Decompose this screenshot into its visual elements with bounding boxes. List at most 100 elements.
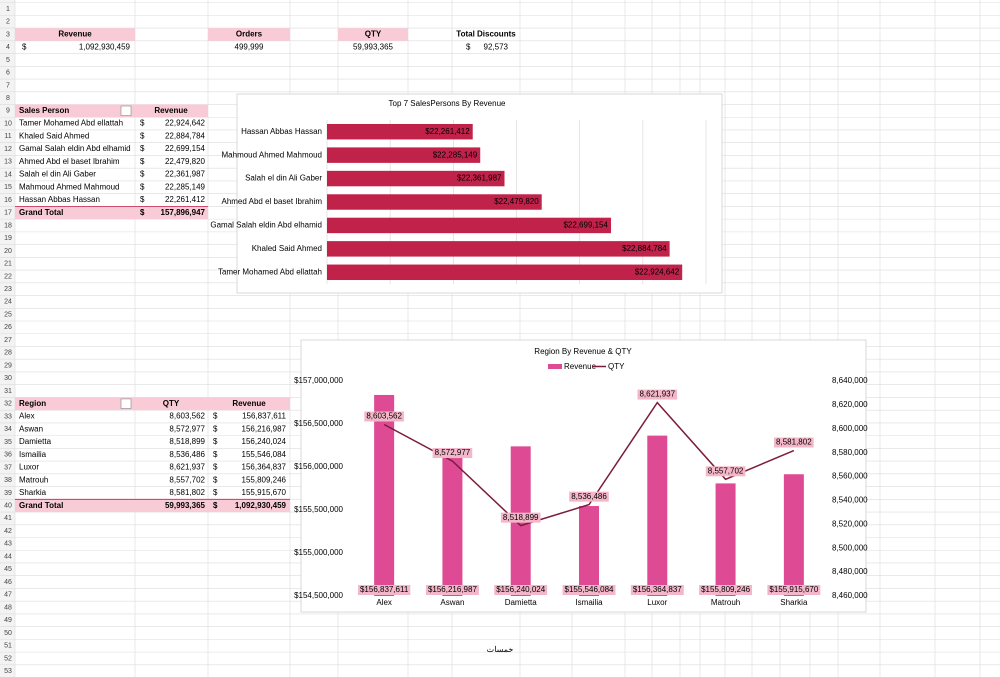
row-number: 32: [4, 401, 12, 408]
kpi-value: 499,999: [235, 42, 264, 51]
row-number: 34: [4, 426, 12, 433]
data-label-box: [637, 389, 678, 400]
chart-title: Region By Revenue & QTY: [534, 347, 632, 356]
row-number: 52: [4, 655, 12, 662]
y2-tick-label: 8,600,000: [832, 424, 868, 433]
filter-button: [120, 105, 132, 116]
row-number: 30: [4, 375, 12, 382]
row-number: 45: [4, 566, 12, 573]
y2-tick-label: 8,560,000: [832, 472, 868, 481]
data-label: 8,572,977: [435, 448, 471, 457]
row-number: 50: [4, 630, 12, 637]
row-number: 46: [4, 579, 12, 586]
table-cell: 156,364,837: [242, 463, 287, 472]
table-cell: 8,557,702: [169, 475, 205, 484]
row-number: 28: [4, 350, 12, 357]
table-cell: 22,884,784: [165, 131, 206, 140]
x-tick-label: Aswan: [440, 598, 464, 607]
row-number: 10: [4, 120, 12, 127]
bar: [647, 435, 668, 596]
table-cell: 156,837,611: [242, 412, 286, 421]
table-cell: 8,603,562: [169, 412, 205, 421]
table-cell: Tamer Mohamed Abd ellattah: [19, 119, 123, 128]
row-number: 11: [4, 133, 11, 140]
row-number: 19: [4, 235, 12, 242]
x-tick-label: Damietta: [505, 598, 538, 607]
y-tick-label: Khaled Said Ahmed: [252, 244, 322, 253]
bar: [327, 147, 481, 163]
bar: [327, 217, 611, 234]
row-number: 49: [4, 617, 12, 624]
kpi-value: 92,573: [484, 42, 509, 51]
kpi-label: QTY: [365, 30, 382, 39]
data-label-box: [705, 466, 746, 477]
table-header-fill: [15, 104, 208, 118]
table-cell: 155,546,084: [242, 450, 287, 459]
table-cell: 155,915,670: [242, 488, 287, 497]
row-number: 42: [4, 528, 12, 535]
table-cell: Matrouh: [19, 475, 48, 484]
y-tick-label: Gamal Salah eldin Abd elhamid: [210, 221, 322, 230]
row-number: 13: [4, 159, 12, 166]
data-label: $155,809,246: [701, 585, 750, 594]
row-number: 6: [6, 70, 10, 77]
row-number: 47: [4, 592, 12, 599]
data-label-box: [569, 491, 609, 502]
data-label: 8,557,702: [708, 466, 744, 475]
bar: [327, 241, 670, 257]
row-number: 22: [4, 273, 12, 280]
table-cell: 155,809,246: [242, 475, 287, 484]
table-cell: $: [140, 157, 145, 166]
row-number: 40: [4, 503, 12, 510]
row-number: 27: [4, 337, 12, 344]
row-number: 9: [6, 108, 10, 115]
row-number: 23: [4, 286, 12, 293]
y-tick-label: $155,000,000: [294, 548, 343, 557]
table-cell: $: [140, 131, 145, 140]
row-number: 35: [4, 439, 12, 446]
kpi-header-fill: [338, 28, 408, 41]
data-label: 8,581,802: [776, 438, 812, 447]
table-cell: 22,699,154: [165, 144, 206, 153]
table-total-fill: [15, 206, 208, 220]
y2-tick-label: 8,640,000: [832, 376, 868, 385]
table-total: 1,092,930,459: [235, 501, 287, 510]
row-number: 17: [4, 210, 12, 217]
table-cell: Hassan Abbas Hassan: [19, 195, 100, 204]
row-number: 3: [6, 31, 10, 38]
data-label-box: [364, 411, 404, 422]
row-number: 26: [4, 324, 12, 331]
table-cell: 22,361,987: [165, 170, 206, 179]
table-header: QTY: [163, 399, 180, 408]
table-cell: Damietta: [19, 437, 52, 446]
table-cell: 156,240,024: [242, 437, 287, 446]
filter-button: [120, 398, 132, 409]
bar: [579, 506, 599, 596]
data-label: $22,361,987: [457, 174, 502, 183]
row-number: 8: [6, 95, 10, 102]
row-number: 36: [4, 452, 12, 459]
row-number: 5: [6, 57, 10, 64]
table-header: Revenue: [154, 106, 188, 115]
row-number: 39: [4, 490, 12, 497]
table-cell: Aswan: [19, 424, 43, 433]
table-total: 157,896,947: [161, 208, 206, 217]
table-cell: $: [213, 437, 218, 446]
table-cell: Ahmed Abd el baset Ibrahim: [19, 157, 120, 166]
data-label-box: [562, 585, 616, 595]
bar: [442, 448, 463, 596]
bar: [327, 123, 473, 140]
x-tick-label: Ismailia: [575, 598, 603, 607]
row-number: 14: [4, 171, 12, 178]
y2-tick-label: 8,500,000: [832, 543, 868, 552]
data-label-box: [494, 585, 548, 595]
table-cell: 22,479,820: [165, 157, 206, 166]
legend-swatch: [548, 364, 562, 369]
kpi-value: 59,993,365: [353, 42, 394, 51]
table-cell: 8,621,937: [169, 463, 205, 472]
table-cell: 22,261,412: [165, 195, 206, 204]
y-tick-label: $156,500,000: [294, 419, 343, 428]
table-total: $: [140, 208, 145, 217]
y-tick-label: Ahmed Abd el baset Ibrahim: [221, 197, 322, 206]
kpi-currency: $: [466, 42, 471, 51]
